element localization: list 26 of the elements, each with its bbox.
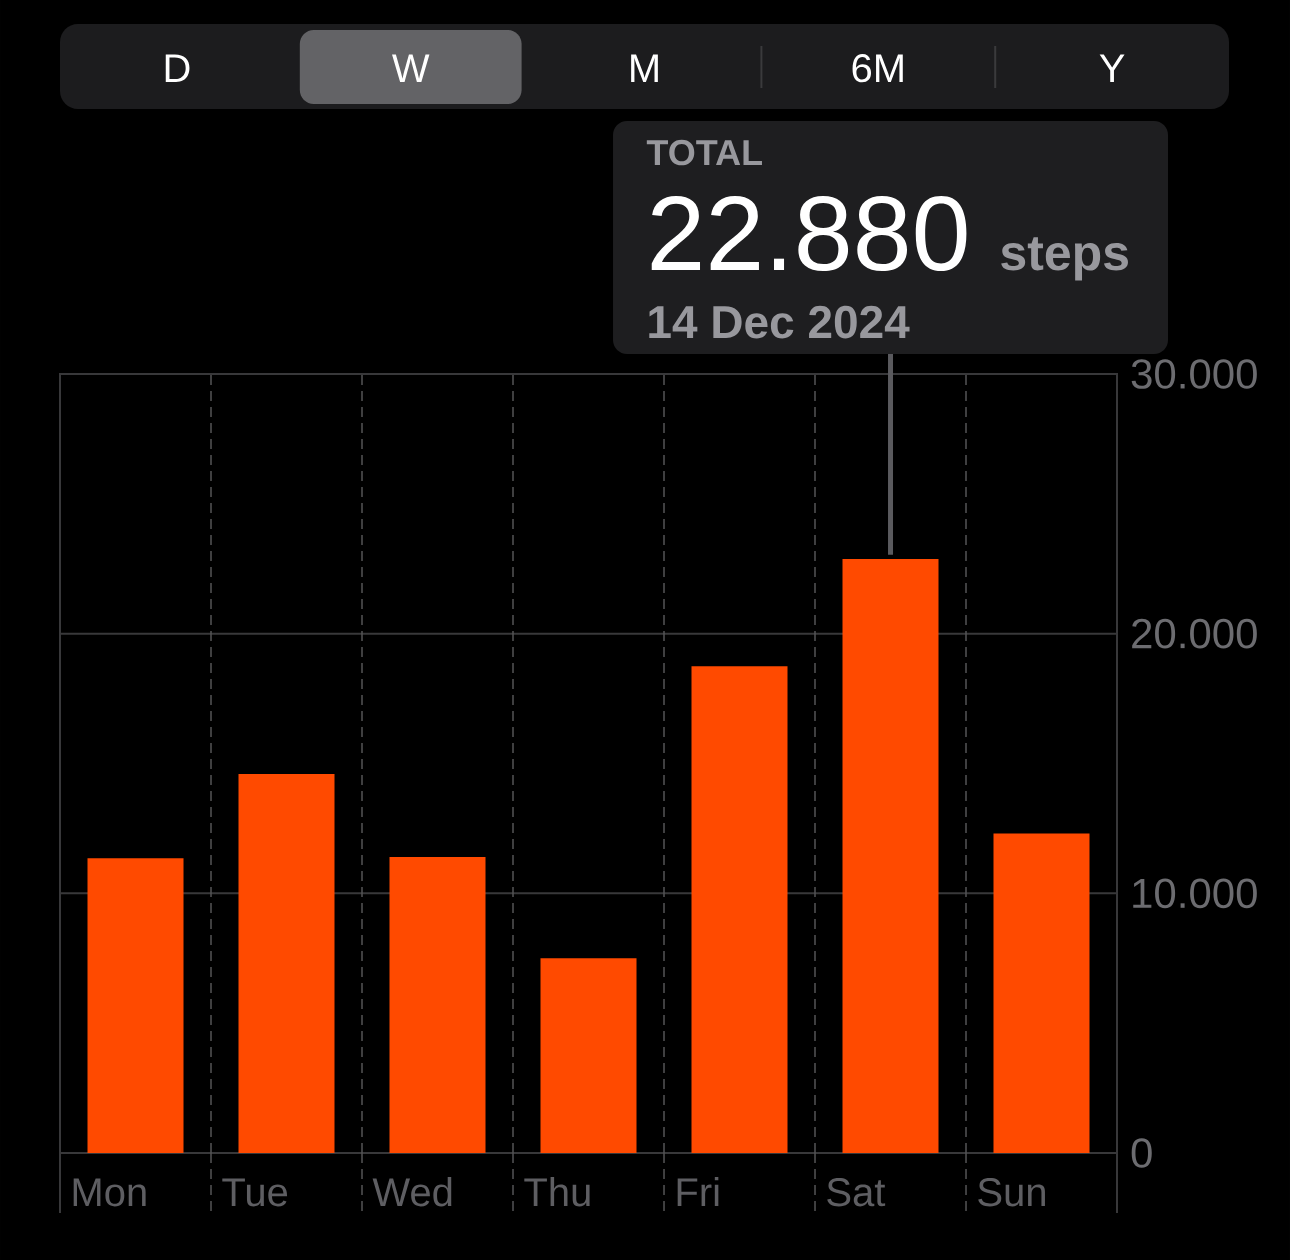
x-tick-label: Sat [827, 1178, 886, 1207]
text: 14 Dec 2024 [649, 305, 910, 339]
text: 6M [852, 54, 903, 83]
bar [389, 856, 486, 1153]
y-tick-label: 0 [1131, 1138, 1152, 1168]
bar [842, 558, 939, 1153]
text: Y [1099, 54, 1125, 82]
x-tick-label: Tue [222, 1178, 288, 1207]
y-tick-label: 20.000 [1132, 618, 1257, 649]
text: W [392, 54, 430, 82]
y-tick-label: 30.000 [1131, 359, 1257, 389]
bar [993, 833, 1090, 1153]
bar [238, 773, 335, 1153]
x-tick-label: Mon [73, 1178, 146, 1207]
text: TOTAL [646, 139, 762, 166]
bar [87, 858, 184, 1153]
text: M [631, 54, 658, 82]
y-tick-label: 10.000 [1133, 878, 1257, 909]
text: steps [1001, 237, 1128, 281]
bar [540, 958, 637, 1153]
x-tick-label: Thu [524, 1177, 590, 1207]
x-tick-label: Fri [677, 1177, 719, 1206]
x-tick-label: Wed [372, 1177, 452, 1207]
x-tick-label: Sun [978, 1178, 1045, 1207]
text: D [165, 54, 190, 82]
bar [691, 666, 788, 1153]
